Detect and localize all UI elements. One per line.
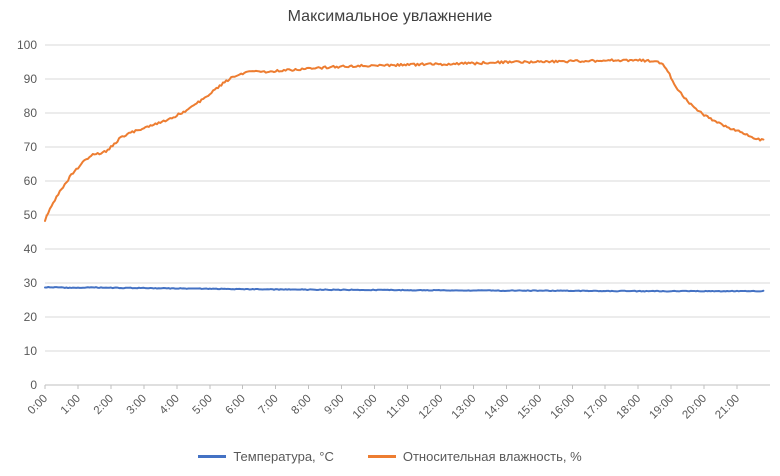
x-tick-label: 18:00 [614, 393, 643, 422]
legend-swatch-humidity [367, 455, 396, 458]
legend-item-humidity: Относительная влажность, % [367, 449, 582, 464]
y-tick-label: 60 [24, 174, 38, 188]
y-tick-label: 50 [24, 208, 38, 222]
y-tick-label: 90 [24, 72, 38, 86]
y-tick-label: 30 [24, 276, 38, 290]
x-tick-label: 3:00 [125, 393, 149, 417]
x-tick-label: 4:00 [158, 393, 182, 417]
series-line-temperature [44, 286, 765, 293]
legend-label-humidity: Относительная влажность, % [402, 449, 582, 464]
y-tick-label: 100 [17, 38, 37, 52]
x-tick-label: 2:00 [92, 393, 116, 417]
x-tick-label: 19:00 [647, 393, 676, 422]
x-tick-label: 10:00 [351, 393, 380, 422]
legend-swatch-temperature [198, 455, 227, 458]
chart-title: Максимальное увлажнение [287, 8, 493, 25]
x-tick-label: 11:00 [384, 393, 412, 421]
x-tick-label: 17:00 [582, 393, 611, 422]
y-tick-label: 0 [30, 378, 37, 392]
x-tick-label: 21:00 [713, 393, 742, 422]
chart-legend: Температура, °C Относительная влажность,… [0, 449, 780, 464]
y-tick-label: 20 [24, 310, 38, 324]
y-tick-label: 80 [24, 106, 38, 120]
x-tick-label: 8:00 [289, 393, 313, 417]
x-tick-label: 12:00 [417, 393, 446, 422]
x-tick-label: 6:00 [224, 393, 248, 417]
x-tick-label: 15:00 [516, 393, 545, 422]
y-tick-label: 10 [24, 344, 38, 358]
legend-label-temperature: Температура, °C [233, 449, 334, 464]
x-tick-label: 5:00 [191, 393, 215, 417]
x-tick-label: 16:00 [549, 393, 578, 422]
x-tick-label: 0:00 [26, 393, 50, 417]
y-tick-label: 40 [24, 242, 38, 256]
x-tick-label: 13:00 [450, 393, 479, 422]
x-tick-label: 20:00 [680, 393, 709, 422]
x-tick-label: 14:00 [483, 393, 512, 422]
y-tick-label: 70 [24, 140, 38, 154]
x-tick-label: 7:00 [256, 393, 280, 417]
x-tick-label: 9:00 [322, 393, 346, 417]
x-tick-label: 1:00 [59, 393, 83, 417]
series-line-humidity [44, 58, 765, 222]
legend-item-temperature: Температура, °C [198, 449, 334, 464]
